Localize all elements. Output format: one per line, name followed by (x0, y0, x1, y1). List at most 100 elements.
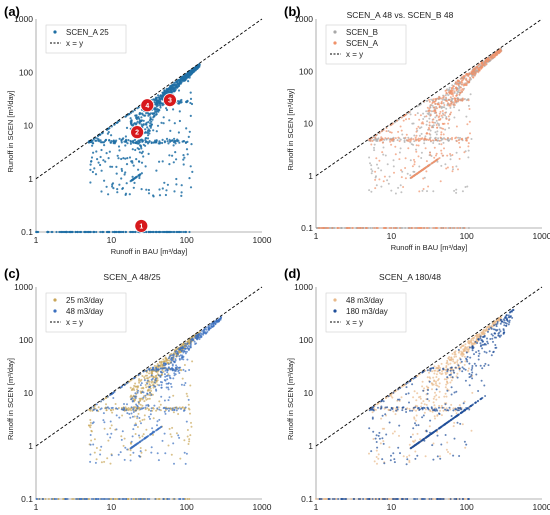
scatter-point (114, 498, 117, 500)
scatter-point (393, 121, 396, 124)
scatter-point (378, 178, 381, 181)
scatter-point (492, 340, 494, 343)
x-tick-label: 10 (107, 235, 117, 245)
reference-line-x-equals-y (35, 286, 263, 447)
scatter-point (338, 227, 340, 229)
scatter-point (447, 102, 449, 105)
scatter-point (161, 381, 164, 384)
scatter-point (445, 407, 448, 410)
scatter-point (416, 392, 419, 395)
scatter-point (402, 455, 405, 458)
scatter-point (426, 406, 429, 409)
scatter-point (97, 498, 100, 500)
scatter-point (168, 230, 171, 234)
scatter-point (87, 230, 90, 234)
scatter-point (439, 117, 442, 120)
scatter-point (351, 227, 354, 229)
scatter-point (190, 102, 194, 106)
scatter-point (496, 53, 499, 56)
scatter-point (430, 162, 433, 165)
scatter-point (108, 150, 111, 153)
scatter-point (440, 152, 443, 155)
scatter-point (107, 157, 110, 160)
scatter-point (152, 98, 155, 101)
scatter-point (448, 119, 450, 122)
scatter-point (111, 183, 114, 186)
scatter-point (489, 58, 492, 61)
scatter-point (420, 227, 423, 229)
scatter-point (83, 230, 86, 234)
scatter-point (458, 141, 461, 144)
scatter-point (146, 131, 149, 134)
scatter-point (116, 121, 119, 124)
scatter-point (443, 147, 445, 150)
scatter-point (141, 419, 144, 421)
scatter-point (432, 366, 435, 369)
scatter-point (102, 419, 105, 422)
scatter-point (133, 424, 136, 427)
scatter-point (177, 100, 180, 103)
scatter-point (173, 462, 175, 465)
scatter-point (91, 144, 94, 147)
scatter-point (423, 176, 426, 179)
scatter-point (486, 337, 488, 340)
scatter-point (464, 368, 467, 371)
scatter-point (115, 428, 118, 431)
scatter-point (451, 154, 454, 156)
scatter-point (124, 139, 127, 142)
x-tick-label: 100 (460, 231, 474, 241)
scatter-point (167, 142, 170, 145)
scatter-point (471, 367, 474, 369)
scatter-point (190, 143, 193, 146)
scatter-point (175, 432, 178, 435)
scatter-point (429, 153, 432, 156)
scatter-point (145, 230, 148, 234)
scatter-point (134, 409, 137, 412)
scatter-point (440, 362, 443, 365)
scatter-point (184, 347, 187, 350)
scatter-point (173, 361, 176, 364)
scatter-point (132, 399, 135, 402)
scatter-point (177, 89, 181, 92)
scatter-point (435, 114, 438, 117)
y-axis-label: Runoff in SCEN [m³/day] (286, 89, 295, 171)
scatter-point (188, 130, 191, 133)
scatter-point (176, 230, 179, 234)
scatter-point (186, 395, 189, 398)
scatter-point (393, 461, 396, 464)
scatter-point (123, 403, 125, 405)
scatter-point (456, 372, 459, 375)
scatter-point (398, 424, 401, 427)
scatter-point (404, 177, 407, 180)
scatter-point (431, 139, 434, 142)
scatter-point (167, 363, 170, 366)
scatter-point (135, 122, 138, 125)
scatter-point (189, 101, 192, 105)
annotation-circle (134, 219, 149, 233)
scatter-point (46, 230, 49, 234)
scatter-point (433, 369, 436, 372)
scatter-point (426, 376, 429, 379)
scatter-point (446, 154, 449, 157)
scatter-point (155, 388, 157, 391)
scatter-point (432, 98, 435, 101)
scatter-point (468, 372, 471, 375)
scatter-point (397, 136, 400, 139)
scatter-point (444, 403, 447, 406)
scatter-point (465, 73, 468, 75)
scatter-point (432, 118, 435, 121)
scatter-point (425, 160, 428, 163)
scatter-point (462, 98, 465, 101)
scatter-point (438, 112, 441, 115)
scatter-point (145, 188, 148, 191)
scatter-point (117, 498, 120, 500)
scatter-point (445, 167, 448, 170)
scatter-point (124, 171, 127, 174)
scatter-point (150, 381, 153, 384)
scatter-point (436, 370, 439, 373)
scatter-point (370, 143, 373, 146)
scatter-point (446, 388, 449, 391)
scatter-point (99, 155, 102, 159)
scatter-point (105, 403, 107, 406)
scatter-point (432, 401, 435, 404)
